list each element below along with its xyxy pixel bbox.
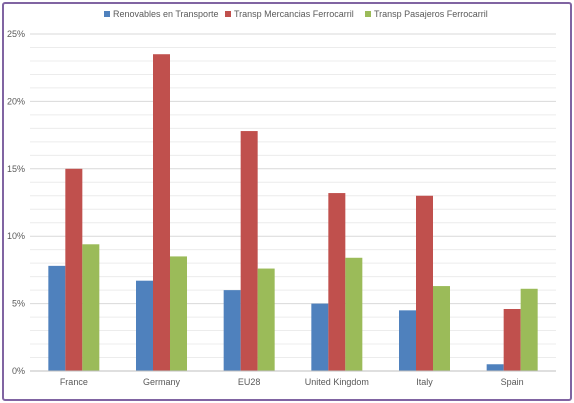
legend-label: Transp Pasajeros Ferrocarril [374,9,488,19]
bar-renovables-en-transporte [136,280,153,371]
bar-transp-pasajeros-ferrocarril [170,256,187,371]
y-tick-label: 25% [7,29,25,39]
bar-renovables-en-transporte [223,290,241,371]
bar-transp-mercancias-ferrocarril [240,131,258,371]
x-tick-label: EU28 [238,377,261,387]
bar-renovables-en-transporte [311,303,329,371]
bar-renovables-en-transporte [486,364,504,371]
y-tick-label: 10% [7,231,25,241]
bar-renovables-en-transporte [48,265,66,371]
legend-swatch [225,11,231,17]
x-tick-label: Spain [501,377,524,387]
bar-transp-pasajeros-ferrocarril [433,286,450,371]
x-tick-label: France [60,377,88,387]
legend-label: Transp Mercancias Ferrocarril [234,9,354,19]
bar-renovables-en-transporte [399,310,416,371]
y-tick-label: 0% [12,366,25,376]
bar-transp-mercancias-ferrocarril [153,54,170,371]
x-tick-label: United Kingdom [305,377,369,387]
bar-transp-mercancias-ferrocarril [416,195,433,371]
y-tick-label: 15% [7,164,25,174]
bar-transp-pasajeros-ferrocarril [520,288,538,371]
x-tick-label: Germany [143,377,181,387]
bar-transp-pasajeros-ferrocarril [82,244,100,371]
y-tick-label: 5% [12,299,25,309]
bar-transp-pasajeros-ferrocarril [257,268,275,371]
x-tick-label: Italy [416,377,433,387]
legend-swatch [104,11,110,17]
bar-transp-mercancias-ferrocarril [503,308,521,371]
bar-transp-mercancias-ferrocarril [328,193,346,371]
legend-label: Renovables en Transporte [113,9,219,19]
y-tick-label: 20% [7,96,25,106]
bar-transp-mercancias-ferrocarril [65,168,83,371]
legend-swatch [365,11,371,17]
bar-transp-pasajeros-ferrocarril [345,257,363,371]
